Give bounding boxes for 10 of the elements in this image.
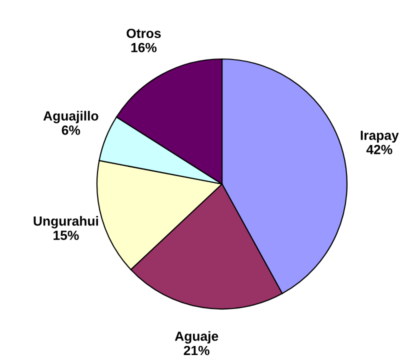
data-label: 15%: [54, 230, 79, 240]
slice-label: Otros: [126, 28, 161, 38]
data-label: 42%: [366, 144, 392, 154]
slice-label: Irapay: [360, 130, 399, 143]
slice-label: Ungurahui: [34, 216, 98, 228]
data-label: 16%: [131, 42, 157, 52]
slice-label: Aguaje: [174, 331, 218, 344]
data-label: 6%: [62, 126, 80, 135]
data-label: 21%: [184, 346, 210, 356]
slice-label: Aguajillo: [43, 110, 98, 124]
